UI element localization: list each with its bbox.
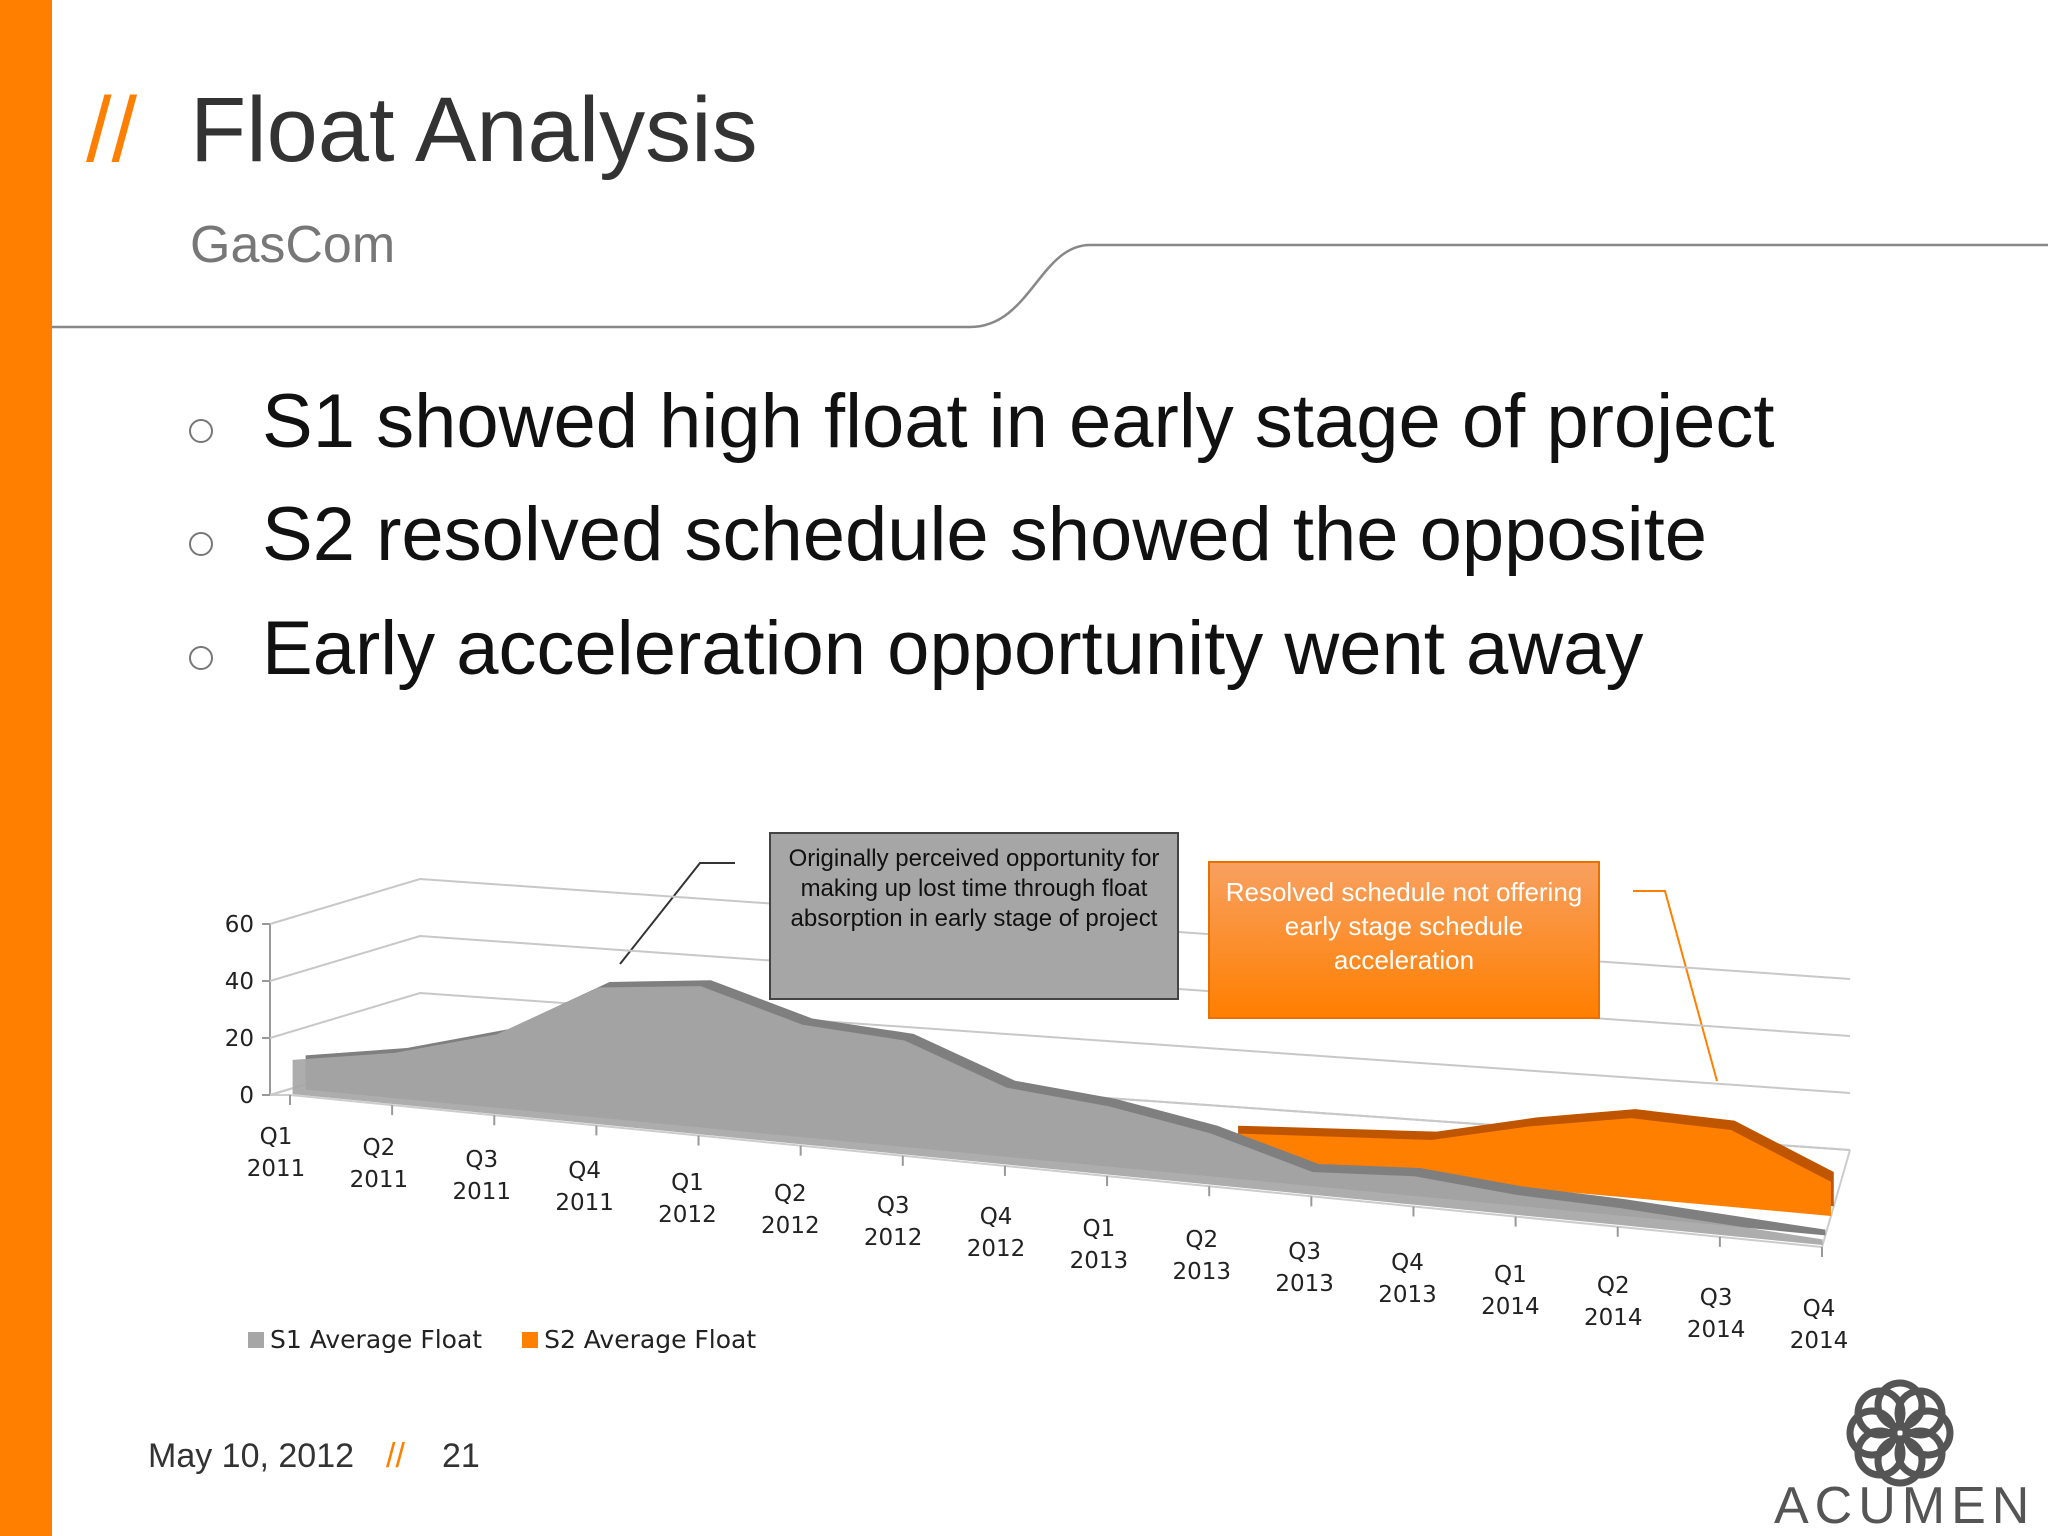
x-tick-label: Q2 2011 (349, 1135, 409, 1194)
x-tick-label: Q4 2014 (1789, 1296, 1849, 1354)
x-tick-label: Q2 2014 (1583, 1273, 1643, 1332)
bullet-dot (189, 419, 213, 443)
floor-edge (270, 1094, 1851, 1249)
bullet: S2 resolved schedule showed the opposite (262, 492, 1707, 577)
footer-separator: // (386, 1437, 405, 1475)
x-tick-label: Q4 2011 (555, 1158, 614, 1217)
legend-swatch (522, 1331, 539, 1348)
x-tick-label: Q1 2012 (658, 1169, 717, 1228)
area (292, 986, 1823, 1246)
callout: Resolved schedule not offering early sta… (1208, 861, 1600, 1019)
x-tick-label: Q1 2014 (1481, 1261, 1540, 1320)
x-tick-label: Q4 2013 (1378, 1250, 1437, 1309)
page-number: 21 (442, 1437, 480, 1475)
x-tick-label: Q1 2011 (246, 1124, 306, 1182)
callout: Originally perceived opportunity for mak… (769, 832, 1179, 1000)
legend: S1 Average Float S2 Average Float (248, 1325, 756, 1354)
callout-leader (619, 862, 735, 965)
footer-date: May 10, 2012 (148, 1437, 355, 1475)
legend-item: S2 Average Float (522, 1325, 756, 1354)
legend-item: S1 Average Float (248, 1325, 482, 1354)
x-tick-label: Q1 2013 (1069, 1215, 1129, 1274)
x-tick-label: Q3 2014 (1686, 1284, 1746, 1343)
bullet: S1 showed high float in early stage of p… (262, 379, 1775, 464)
y-tick-label: 0 (239, 1083, 254, 1109)
plot: 0 20 40 60 (225, 877, 1851, 1257)
header-rule (52, 243, 2048, 329)
x-tick-label: Q2 2012 (761, 1181, 820, 1240)
legend-label: S1 Average Float (270, 1325, 483, 1354)
logo-text: ACUMEN (1774, 1477, 2036, 1535)
title-prefix: // (86, 79, 138, 181)
x-tick-label: Q4 2012 (966, 1204, 1026, 1263)
x-tick-label: Q3 2011 (452, 1146, 511, 1205)
x-tick-label: Q3 2012 (863, 1192, 923, 1251)
x-tick-label: Q3 2013 (1275, 1238, 1334, 1297)
logo-mark (1846, 1379, 1954, 1487)
legend-label: S2 Average Float (544, 1325, 757, 1354)
title: Float Analysis (190, 79, 758, 181)
area (1231, 1118, 1831, 1216)
x-tick-label: Q2 2013 (1172, 1227, 1232, 1286)
legend-swatch (248, 1331, 264, 1348)
y-tick-label: 40 (225, 969, 254, 995)
grid-line (269, 991, 1851, 1094)
bullet-dot (189, 646, 213, 670)
callout-leader (1633, 890, 1718, 1082)
subtitle: GasCom (190, 216, 396, 274)
y-tick-label: 20 (225, 1026, 254, 1052)
side-bar (0, 0, 52, 1536)
bullet-dot (189, 532, 213, 556)
y-tick-label: 60 (225, 912, 254, 938)
bullet: Early acceleration opportunity went away (262, 606, 1644, 691)
